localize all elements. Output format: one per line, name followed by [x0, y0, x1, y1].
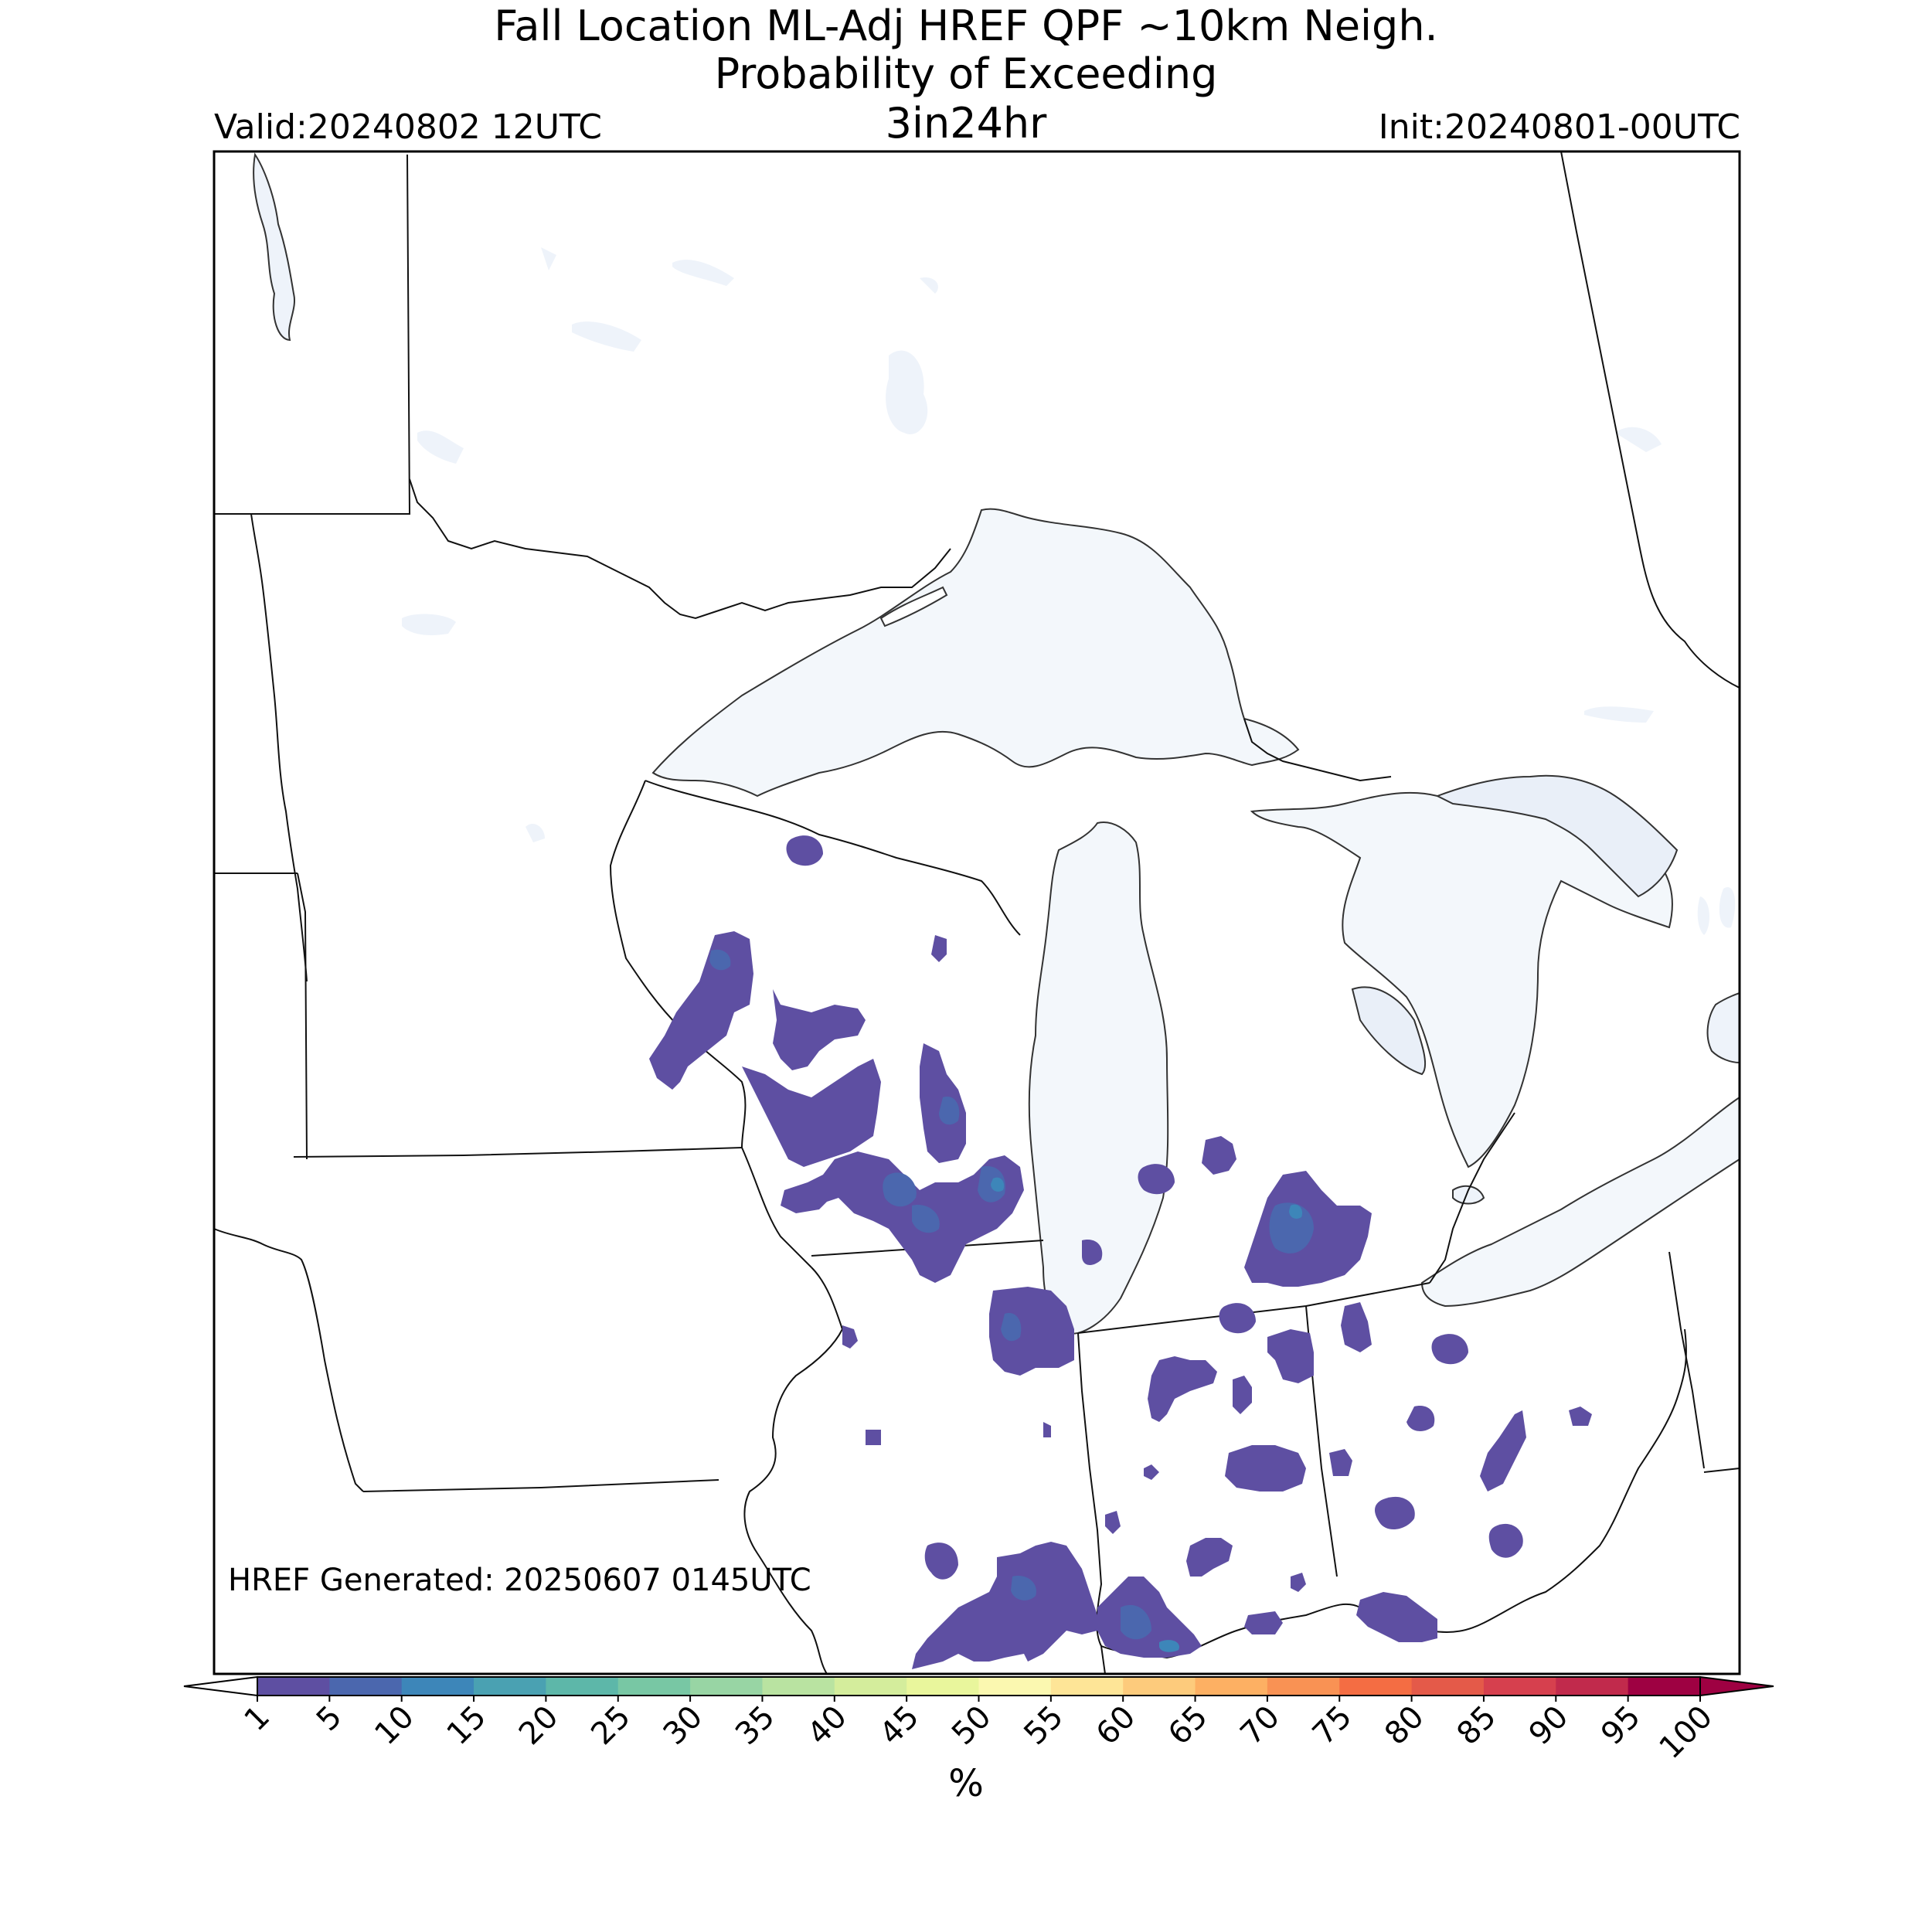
lake-winnipeg [253, 152, 295, 342]
colorbar-segment [690, 1677, 763, 1696]
map-frame [213, 150, 1741, 1675]
colorbar-under-arrow [183, 1675, 258, 1697]
colorbar-tick-label: 50 [945, 1699, 998, 1753]
colorbar-tick-label: 85 [1450, 1699, 1503, 1753]
colorbar-segment [906, 1677, 979, 1696]
colorbar-tick-label: 20 [512, 1699, 566, 1753]
map-title: Fall Location ML-Adj HREF QPF ~10km Neig… [494, 2, 1438, 50]
probability-field-mid [709, 949, 1314, 1640]
colorbar-tick-label: 25 [584, 1699, 638, 1753]
colorbar-tick-label: 75 [1306, 1699, 1359, 1753]
colorbar-tick-label: 80 [1378, 1699, 1431, 1753]
lake-michigan [1028, 821, 1169, 1335]
colorbar-tick-label: 100 [1653, 1699, 1720, 1767]
georgian-bay [1435, 774, 1679, 898]
map-panel [213, 150, 1741, 1675]
colorbar-unit: % [948, 1762, 984, 1805]
lake-erie [1420, 1096, 1740, 1308]
colorbar-segment [1628, 1677, 1701, 1696]
lake-ontario [1706, 992, 1740, 1064]
threshold-label: 3in24hr [885, 99, 1047, 148]
colorbar-tick-label: 90 [1522, 1699, 1576, 1753]
colorbar-segment [1483, 1677, 1556, 1696]
colorbar-tick-label: 5 [310, 1699, 349, 1739]
lake-superior [651, 508, 1300, 798]
init-time: Init:20240801-00UTC [1378, 107, 1740, 147]
colorbar-tick-label: 30 [657, 1699, 710, 1753]
colorbar-segment [1339, 1677, 1413, 1696]
colorbar-tick-label: 1 [238, 1699, 277, 1739]
colorbar-segment [1050, 1677, 1124, 1696]
colorbar-segment [474, 1677, 546, 1696]
map-subtitle: Probability of Exceeding [714, 49, 1218, 98]
colorbar-segment [762, 1677, 835, 1696]
colorbar-segment [1411, 1677, 1485, 1696]
colorbar-tick-label: 40 [801, 1699, 854, 1753]
colorbar-tick-label: 60 [1090, 1699, 1143, 1753]
colorbar-tick-label: 15 [440, 1699, 494, 1753]
colorbar-tick-label: 55 [1017, 1699, 1070, 1753]
lake-st-clair [1452, 1185, 1485, 1205]
valid-time: Valid:20240802 12UTC [214, 107, 603, 147]
colorbar: 1 5 10 15 20 25 30 35 40 45 50 55 60 65 70 75 80 85 90 95 10… [183, 1675, 1774, 1767]
colorbar-tick-label: 95 [1594, 1699, 1648, 1753]
generated-stamp: HREF Generated: 20250607 0145UTC [228, 1563, 811, 1598]
colorbar-segment [1556, 1677, 1629, 1696]
colorbar-segment [1195, 1677, 1268, 1696]
probability-field-high [991, 1177, 1303, 1652]
colorbar-segment [978, 1677, 1052, 1696]
colorbar-segment [834, 1677, 907, 1696]
colorbar-segment [257, 1677, 330, 1696]
colorbar-tick-label: 45 [873, 1699, 927, 1753]
saginaw-bay [1351, 986, 1427, 1076]
colorbar-segment [329, 1677, 403, 1696]
colorbar-segment [1267, 1677, 1340, 1696]
colorbar-segment [401, 1677, 474, 1696]
colorbar-tick-label: 65 [1162, 1699, 1215, 1753]
colorbar-segment [1123, 1677, 1196, 1696]
isle-royale [879, 586, 948, 628]
colorbar-over-arrow [1699, 1675, 1774, 1697]
inland-lakes [402, 247, 1736, 935]
colorbar-tick-label: 35 [729, 1699, 782, 1753]
colorbar-tick-label: 10 [368, 1699, 421, 1753]
colorbar-tick-label: 70 [1233, 1699, 1287, 1753]
colorbar-segment [617, 1677, 691, 1696]
colorbar-segment [546, 1677, 619, 1696]
